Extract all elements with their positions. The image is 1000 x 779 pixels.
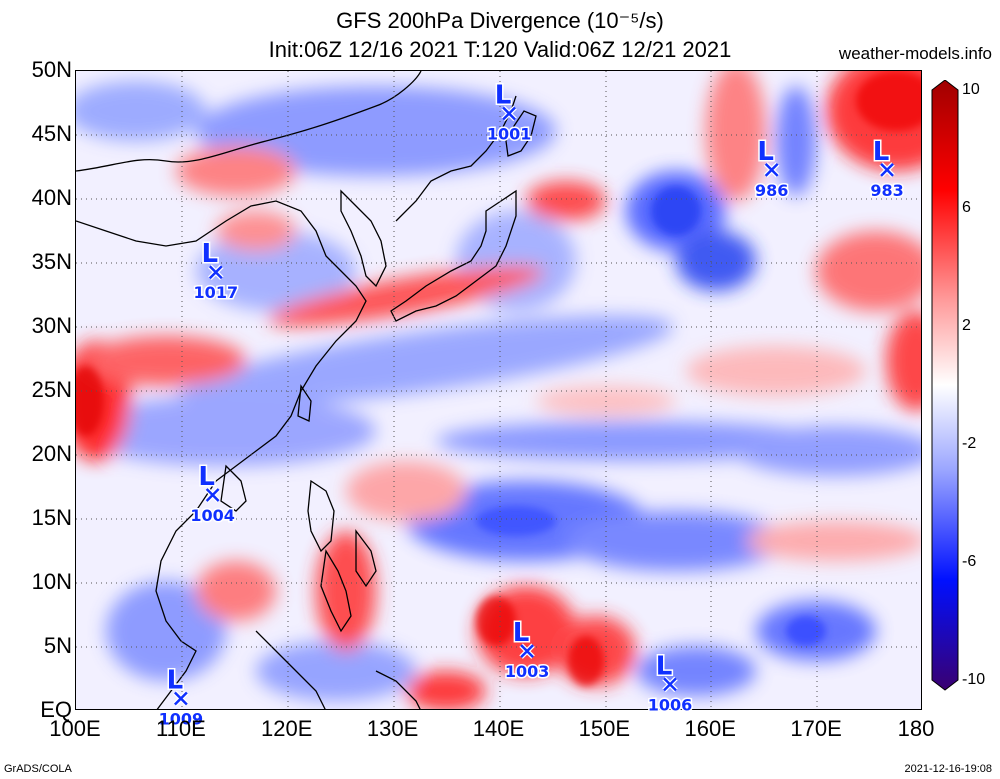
low-pressure-center: L 1009 <box>157 664 205 730</box>
lat-label: EQ <box>40 697 72 722</box>
colorbar-tick-label: -2 <box>962 435 977 452</box>
colorbar-tick-label: 2 <box>962 317 971 334</box>
footer-software: GrADS/COLA <box>4 763 72 775</box>
lon-label: 120E <box>261 716 313 741</box>
lat-label: 20N <box>31 441 72 466</box>
low-marker-x <box>208 265 223 280</box>
low-pressure-value: 1009 <box>159 709 204 728</box>
low-marker-x <box>173 691 188 706</box>
lon-label: 100E <box>49 716 101 741</box>
low-pressure-value: 983 <box>870 181 903 200</box>
map-subtitle: Init:06Z 12/16 2021 T:120 Valid:06Z 12/2… <box>268 37 732 62</box>
colorbar-tick-label: -10 <box>962 671 986 688</box>
low-pressure-value: 1017 <box>194 283 239 302</box>
lat-label: 50N <box>31 57 72 82</box>
lat-label: 5N <box>43 633 72 658</box>
lat-label: 25N <box>31 377 72 402</box>
footer-timestamp: 2021-12-16-19:08 <box>904 763 992 775</box>
low-letter: L <box>656 651 673 681</box>
lat-label: 10N <box>31 569 72 594</box>
map-title: GFS 200hPa Divergence (10⁻⁵/s) <box>336 8 664 33</box>
low-marker-x <box>520 644 534 659</box>
low-pressure-value: 1006 <box>648 695 693 714</box>
lon-label: 180 <box>897 716 935 741</box>
lon-label: 170E <box>790 716 842 741</box>
low-pressure-center: L 983 <box>869 135 905 201</box>
low-pressure-center: L 1001 <box>485 79 533 145</box>
low-pressure-center: L 986 <box>753 135 789 201</box>
low-pressure-value: 1003 <box>505 662 550 681</box>
low-letter: L <box>167 665 184 695</box>
low-marker-x <box>502 106 516 121</box>
low-letter: L <box>495 81 512 111</box>
colorbar-tick-label: 6 <box>962 199 971 216</box>
divergence-field <box>76 71 921 709</box>
colorbar-tick-label: 10 <box>962 81 980 98</box>
low-pressure-center: L 1006 <box>646 650 694 716</box>
low-letter: L <box>757 137 774 167</box>
lon-label: 110E <box>156 716 206 741</box>
low-letter: L <box>513 618 530 648</box>
low-pressure-value: 1001 <box>487 125 532 144</box>
colorbar <box>931 80 959 691</box>
lon-label: 130E <box>366 716 419 741</box>
lat-label: 30N <box>31 313 72 338</box>
low-marker-x <box>663 677 677 692</box>
low-marker-x <box>880 162 894 177</box>
low-pressure-value: 1004 <box>190 506 235 525</box>
low-pressure-center: L 1017 <box>192 238 240 304</box>
lat-label: 15N <box>31 505 72 530</box>
lat-label: 45N <box>31 121 72 146</box>
lon-label: 140E <box>472 716 525 741</box>
low-letter: L <box>873 137 890 167</box>
low-pressure-center: L 1004 <box>189 460 237 526</box>
low-pressure-center: L 1003 <box>503 617 551 683</box>
low-marker-x <box>764 162 779 177</box>
site-credit: weather-models.info <box>838 44 992 63</box>
lon-label: 160E <box>684 716 736 741</box>
low-letter: L <box>198 462 215 492</box>
low-marker-x <box>205 488 220 502</box>
lat-label: 40N <box>31 185 72 210</box>
low-pressure-value: 986 <box>755 181 788 200</box>
lat-label: 35N <box>31 249 72 274</box>
low-letter: L <box>202 239 219 269</box>
lon-label: 150E <box>578 716 631 741</box>
divergence-map <box>75 70 922 710</box>
colorbar-tick-label: -6 <box>962 553 977 570</box>
